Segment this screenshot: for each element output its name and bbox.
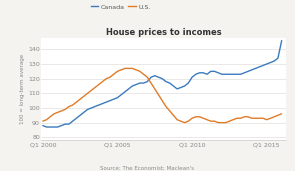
Legend: Canada, U.S.: Canada, U.S. [88, 2, 153, 12]
Y-axis label: 100 = long-term average: 100 = long-term average [20, 54, 25, 124]
Text: Source: The Economist; Maclean's: Source: The Economist; Maclean's [101, 165, 194, 170]
Title: House prices to incomes: House prices to incomes [106, 28, 222, 37]
